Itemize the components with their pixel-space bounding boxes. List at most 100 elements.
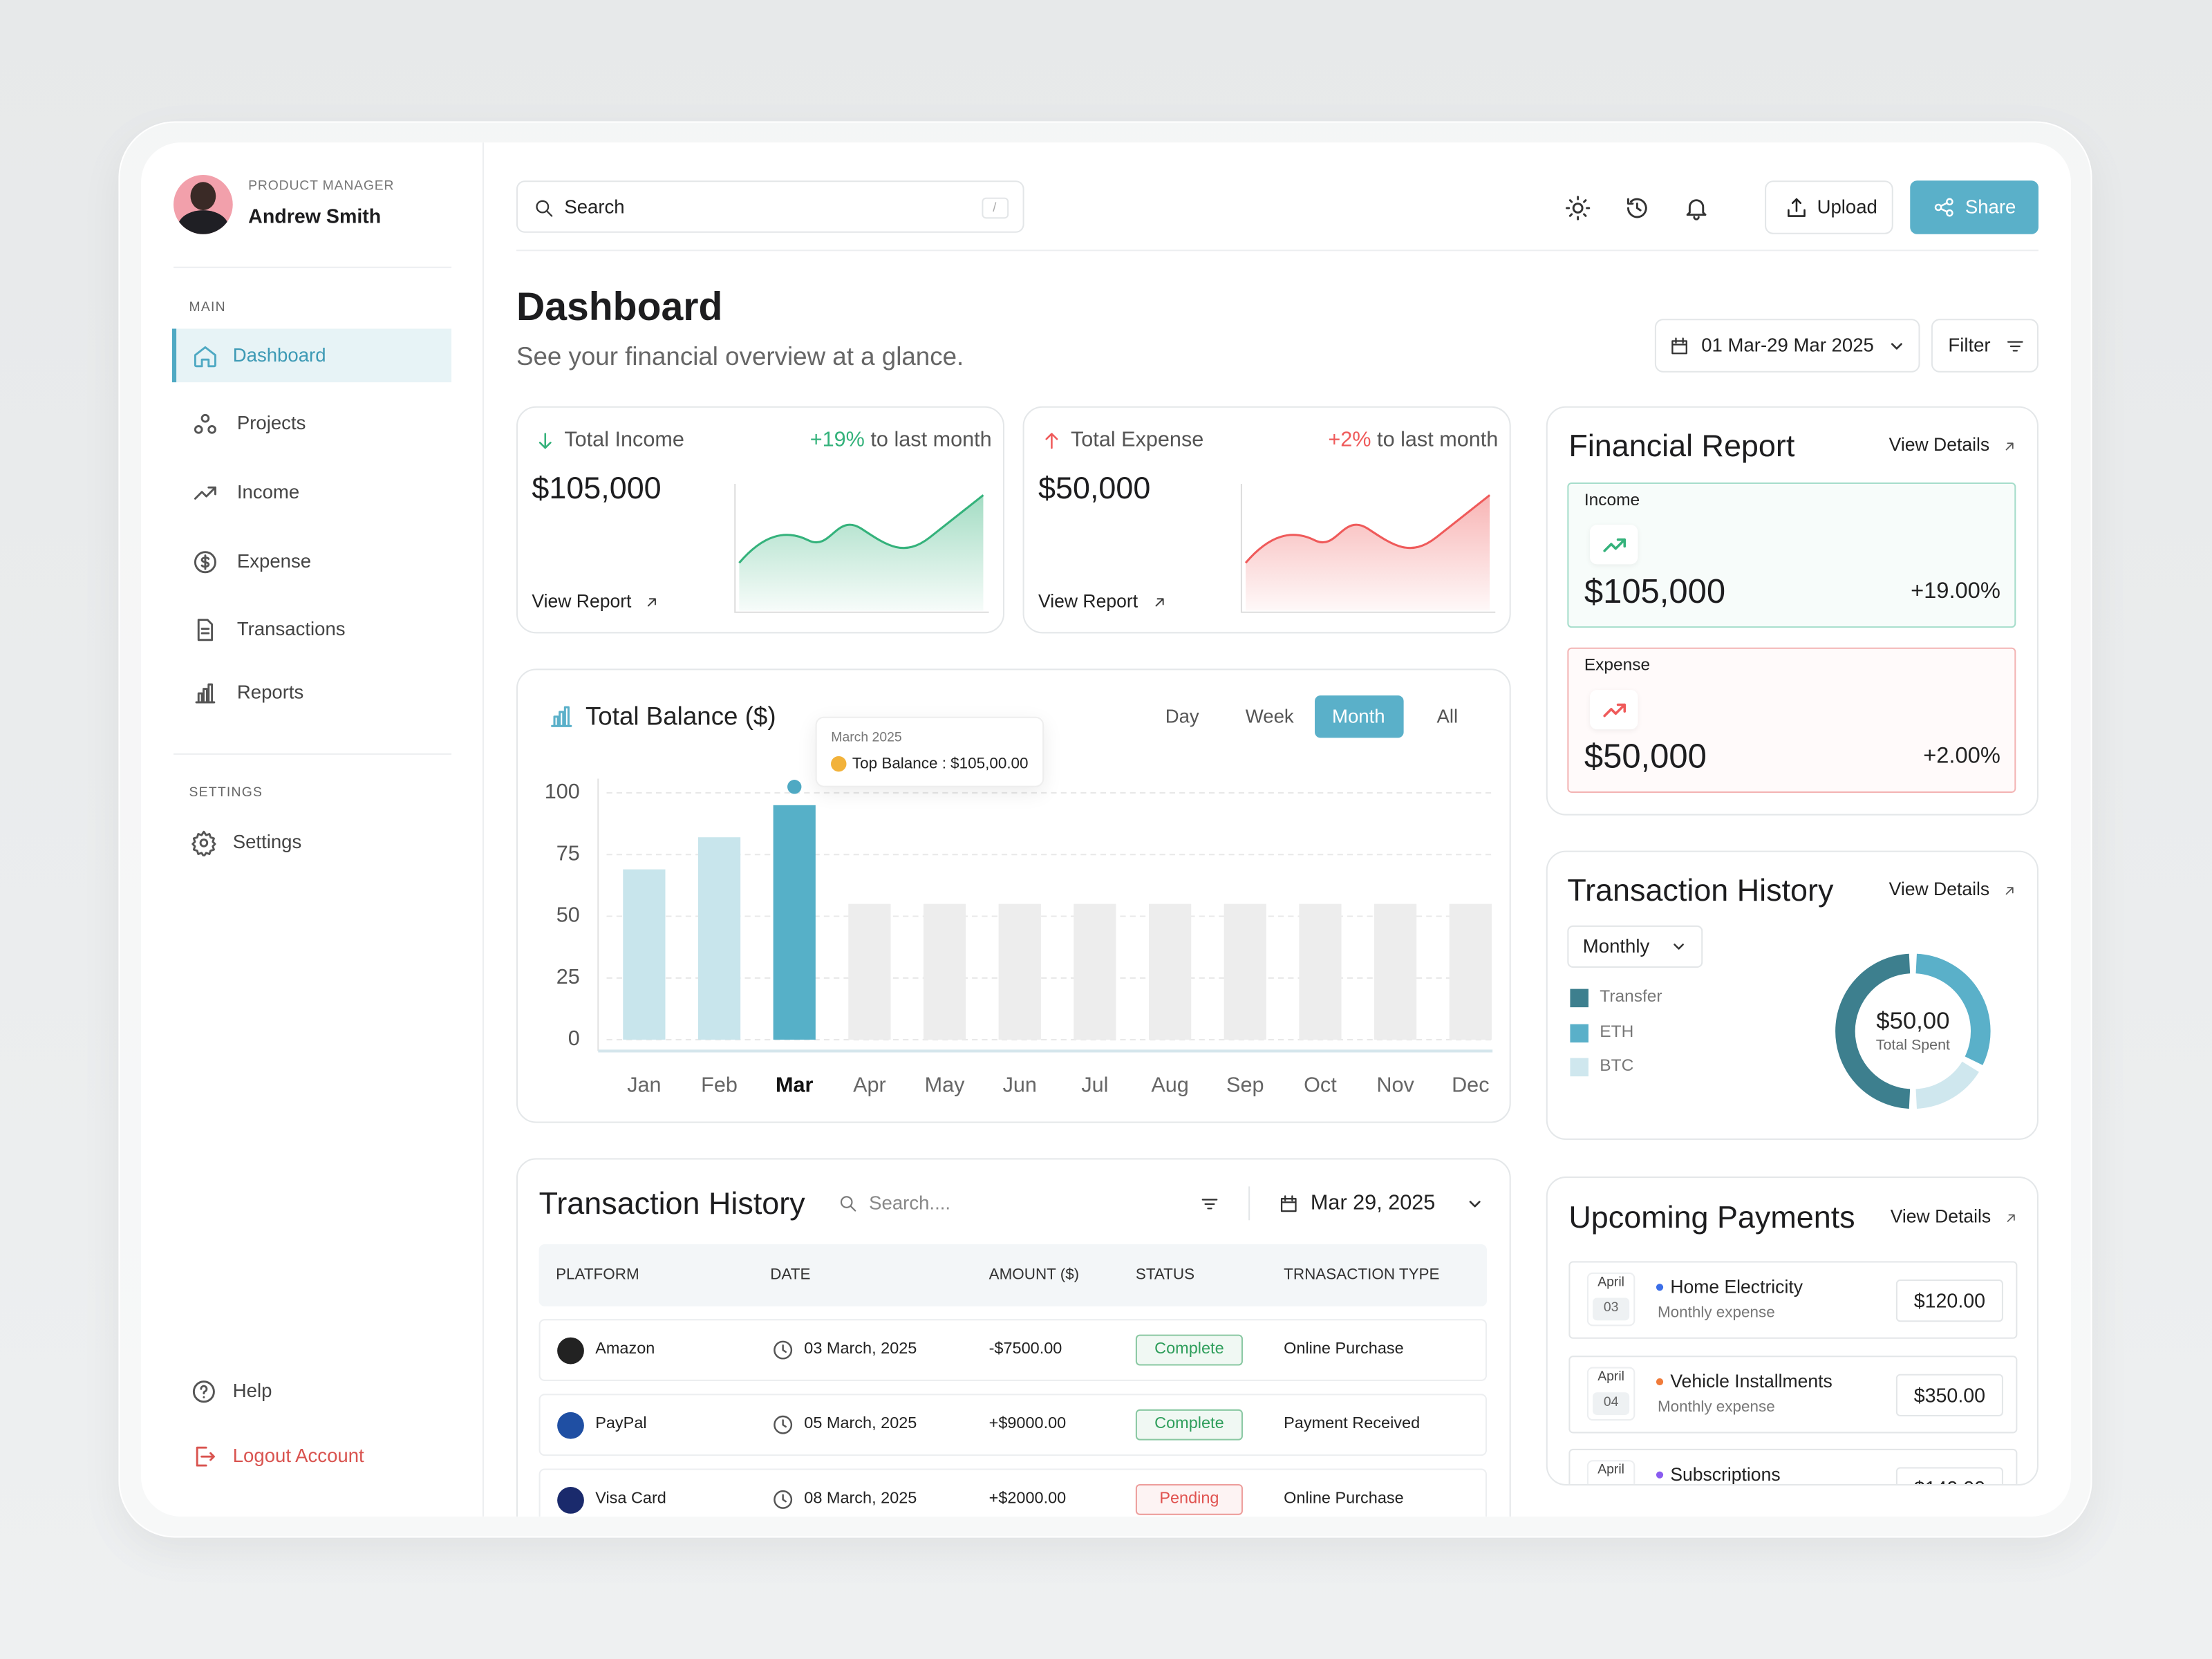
bar xyxy=(923,903,966,1040)
upload-button[interactable] xyxy=(1765,180,1893,234)
bar xyxy=(998,903,1041,1040)
divider xyxy=(1248,1186,1250,1221)
section-label: SETTINGS xyxy=(189,785,263,801)
y-tick-label: 100 xyxy=(545,780,580,803)
chart-title: Total Balance ($) xyxy=(585,702,776,731)
stat-link[interactable]: View Report xyxy=(532,590,632,612)
tooltip-title: March 2025 xyxy=(831,730,902,746)
x-tick-label: Jun xyxy=(1003,1074,1037,1097)
icon xyxy=(193,345,216,367)
x-tick-label: Sep xyxy=(1226,1074,1264,1097)
icon xyxy=(193,413,216,433)
page-subtitle: See your financial overview at a glance. xyxy=(516,342,964,371)
sparkline xyxy=(1240,484,1496,613)
report-label: Expense xyxy=(1584,655,1651,675)
card-link[interactable]: View Details xyxy=(1888,878,1990,900)
nav-item[interactable]: Transactions xyxy=(236,618,346,639)
y-tick-label: 75 xyxy=(556,841,580,865)
tooltip-dot xyxy=(787,780,802,794)
stat-label: Total Expense xyxy=(1070,428,1204,452)
nav-item[interactable]: Expense xyxy=(236,550,312,572)
table-title: Transaction History xyxy=(538,1185,805,1221)
shortcut-key xyxy=(982,197,1009,219)
date-badge xyxy=(1586,1366,1635,1421)
period-select[interactable] xyxy=(1567,925,1703,968)
payment-day: 04 xyxy=(1603,1394,1619,1409)
stat-change-value: +19% xyxy=(809,428,865,452)
nav-item[interactable]: Reports xyxy=(236,682,304,703)
status: Complete xyxy=(1154,1415,1224,1433)
period-tab[interactable]: All xyxy=(1436,705,1459,727)
stat-link[interactable]: View Report xyxy=(1038,590,1138,612)
share-label: Share xyxy=(1965,196,2016,218)
period-tab[interactable]: Month xyxy=(1332,705,1385,727)
icon xyxy=(1934,198,1953,217)
nav-item[interactable]: Dashboard xyxy=(232,344,326,366)
icon xyxy=(1671,337,1687,354)
x-tick-label: Mar xyxy=(776,1074,814,1097)
nav-item[interactable]: Logout Account xyxy=(232,1445,364,1466)
icon xyxy=(1468,1200,1480,1207)
card-title: Upcoming Payments xyxy=(1568,1199,1855,1235)
payment-item xyxy=(1568,1355,2018,1433)
nav-item[interactable]: Settings xyxy=(232,831,302,853)
platform: Visa Card xyxy=(595,1490,666,1508)
nav-item[interactable]: Income xyxy=(236,481,300,503)
avatar-head xyxy=(190,182,216,211)
table-header xyxy=(538,1244,1488,1306)
dashboard-window: PRODUCT MANAGER Andrew Smith MAIN Dashboard… xyxy=(141,142,2071,1517)
x-tick-label: Apr xyxy=(853,1074,886,1097)
transaction-type: Online Purchase xyxy=(1284,1340,1404,1358)
day-bg xyxy=(1593,1297,1630,1321)
bar xyxy=(623,869,666,1040)
upload-label: Upload xyxy=(1817,196,1877,218)
payment-month: April xyxy=(1597,1462,1625,1478)
share-button[interactable] xyxy=(1910,180,2038,234)
status: Complete xyxy=(1154,1340,1224,1358)
icon xyxy=(1044,432,1058,449)
icon xyxy=(840,1196,856,1212)
tooltip xyxy=(815,716,1044,787)
stat-change-suffix: to last month xyxy=(870,428,992,452)
report-icon-bg xyxy=(1590,525,1638,565)
card-link[interactable]: View Details xyxy=(1888,433,1990,456)
date-range-button[interactable] xyxy=(1654,319,1920,373)
card-title: Financial Report xyxy=(1568,428,1795,464)
legend-label: BTC xyxy=(1600,1055,1634,1076)
x-tick-label: Feb xyxy=(701,1074,738,1097)
transaction-type: Payment Received xyxy=(1284,1415,1421,1433)
donut-segment xyxy=(1915,1061,1979,1109)
icon xyxy=(2006,1213,2014,1221)
platform-logo xyxy=(557,1487,584,1514)
sparkline-line xyxy=(738,494,984,564)
sparkline-axis xyxy=(734,484,989,613)
icon xyxy=(1280,1194,1296,1212)
icon xyxy=(194,682,215,703)
period-tab[interactable]: Day xyxy=(1165,705,1199,727)
payment-dot xyxy=(1656,1284,1664,1291)
icon xyxy=(1565,195,1590,220)
nav-item[interactable]: Help xyxy=(232,1380,272,1402)
payment-day: 03 xyxy=(1603,1300,1619,1316)
period-tab[interactable]: Week xyxy=(1245,705,1294,727)
icon xyxy=(1201,1198,1217,1209)
filter-button[interactable] xyxy=(1931,319,2038,373)
table-row xyxy=(538,1319,1488,1381)
date-range: 01 Mar-29 Mar 2025 xyxy=(1701,335,1874,356)
search-box[interactable] xyxy=(516,180,1024,233)
icon xyxy=(538,432,551,449)
payment-name: Subscriptions xyxy=(1670,1463,1781,1485)
day-bg xyxy=(1593,1391,1630,1414)
x-tick-label: May xyxy=(925,1074,966,1097)
bar-chart: 0 25 50 75 100 Jan Feb Mar Apr May Jun Jul Aug Sep Oct… xyxy=(545,778,1493,1097)
table-row xyxy=(538,1394,1488,1456)
upcoming-card: Upcoming Payments View Details April 03 Home… xyxy=(1546,1177,2038,1485)
stat-label: Total Income xyxy=(564,428,684,452)
report-item xyxy=(1567,482,2016,628)
nav-item[interactable]: Projects xyxy=(236,412,306,434)
card-link[interactable]: View Details xyxy=(1890,1205,1991,1227)
bar xyxy=(1148,903,1192,1040)
payment-item xyxy=(1568,1261,2018,1339)
sparkline-area xyxy=(739,495,984,611)
divider xyxy=(174,266,452,268)
